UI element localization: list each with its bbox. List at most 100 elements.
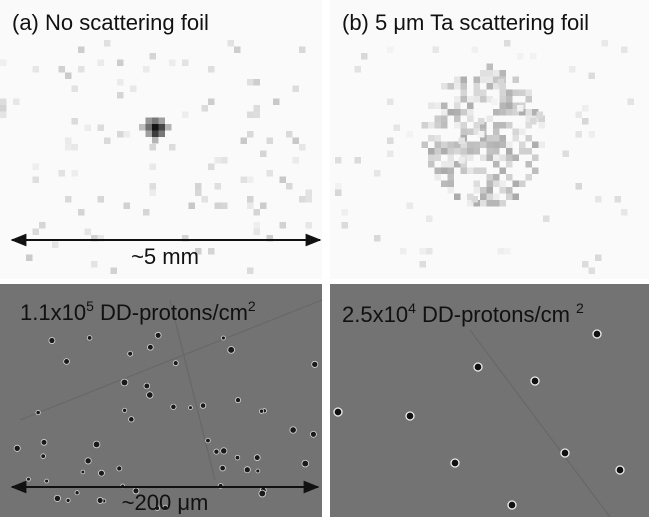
- pixel: [614, 196, 621, 203]
- panel-a-background: [0, 0, 322, 279]
- unit-exponent: 2: [248, 298, 256, 314]
- pixel: [117, 131, 124, 138]
- track: [560, 448, 570, 458]
- pixel: [499, 122, 506, 129]
- pixel: [473, 128, 480, 135]
- track: [473, 362, 483, 372]
- pixel: [486, 180, 493, 187]
- panel-a: [0, 0, 322, 279]
- pixel: [387, 98, 394, 105]
- pixel: [506, 148, 513, 155]
- pixel: [499, 187, 506, 194]
- pixel: [506, 154, 513, 161]
- track: [205, 437, 211, 444]
- pixel: [480, 141, 487, 148]
- track: [255, 468, 261, 474]
- pixel: [286, 183, 293, 190]
- pixel: [65, 196, 72, 203]
- pixel: [493, 174, 500, 181]
- pixel: [473, 200, 480, 207]
- pixel: [467, 154, 474, 161]
- pixel: [84, 124, 91, 131]
- pixel: [152, 130, 159, 137]
- mantissa: 1.1x10: [20, 300, 86, 325]
- pixel: [493, 70, 500, 77]
- pixel: [208, 163, 215, 170]
- track: [530, 376, 540, 386]
- pixel: [499, 200, 506, 207]
- pixel: [460, 167, 467, 174]
- track: [311, 360, 319, 368]
- pixel: [406, 202, 413, 209]
- pixel: [266, 170, 273, 177]
- panel-c-background: [0, 284, 322, 517]
- pixel: [454, 193, 461, 200]
- track: [26, 476, 31, 482]
- pixel: [460, 122, 467, 129]
- pixel: [247, 267, 254, 274]
- pixel: [467, 200, 474, 207]
- track: [507, 500, 517, 510]
- pixel: [504, 248, 511, 255]
- pixel: [473, 122, 480, 129]
- track: [235, 397, 242, 404]
- pixel: [519, 89, 526, 96]
- pixel: [575, 131, 582, 138]
- track: [258, 489, 267, 498]
- pixel: [428, 122, 435, 129]
- pixel: [486, 193, 493, 200]
- track: [48, 337, 56, 344]
- track: [146, 391, 154, 399]
- pixel: [117, 59, 124, 66]
- pixel: [374, 235, 381, 242]
- pixel: [117, 92, 124, 99]
- pixel: [292, 85, 299, 92]
- pixel: [305, 222, 312, 229]
- pixel: [486, 96, 493, 103]
- pixel: [480, 193, 487, 200]
- pixel: [182, 59, 189, 66]
- pixel: [538, 141, 545, 148]
- pixel: [460, 76, 467, 83]
- track: [172, 360, 179, 367]
- track: [188, 405, 193, 410]
- pixel: [78, 209, 85, 216]
- pixel: [473, 167, 480, 174]
- pixel: [499, 167, 506, 174]
- pixel: [234, 46, 241, 53]
- track: [243, 466, 251, 474]
- pixel: [165, 124, 172, 131]
- pixel: [152, 124, 159, 131]
- pixel: [195, 248, 202, 255]
- pixel: [569, 66, 576, 73]
- pixel: [152, 137, 159, 144]
- pixel: [512, 193, 519, 200]
- pixel: [123, 202, 130, 209]
- pixel: [335, 157, 342, 164]
- pixel: [13, 98, 20, 105]
- pixel: [149, 183, 156, 190]
- track: [289, 426, 297, 434]
- track: [219, 464, 226, 472]
- pixel: [497, 248, 504, 255]
- pixel: [447, 154, 454, 161]
- pixel: [512, 128, 519, 135]
- pixel: [253, 105, 260, 112]
- pixel: [480, 122, 487, 129]
- track: [92, 440, 101, 449]
- pixel: [247, 196, 254, 203]
- pixel: [299, 196, 306, 203]
- track: [96, 497, 104, 504]
- pixel: [525, 109, 532, 116]
- pixel: [149, 144, 156, 151]
- pixel: [532, 109, 539, 116]
- pixel: [486, 200, 493, 207]
- pixel: [486, 83, 493, 90]
- pixel: [428, 154, 435, 161]
- pixel: [493, 135, 500, 142]
- track: [450, 458, 460, 468]
- fluence-label: 1.1x105 DD-protons/cm2: [20, 298, 256, 325]
- pixel: [441, 167, 448, 174]
- pixel: [279, 176, 286, 183]
